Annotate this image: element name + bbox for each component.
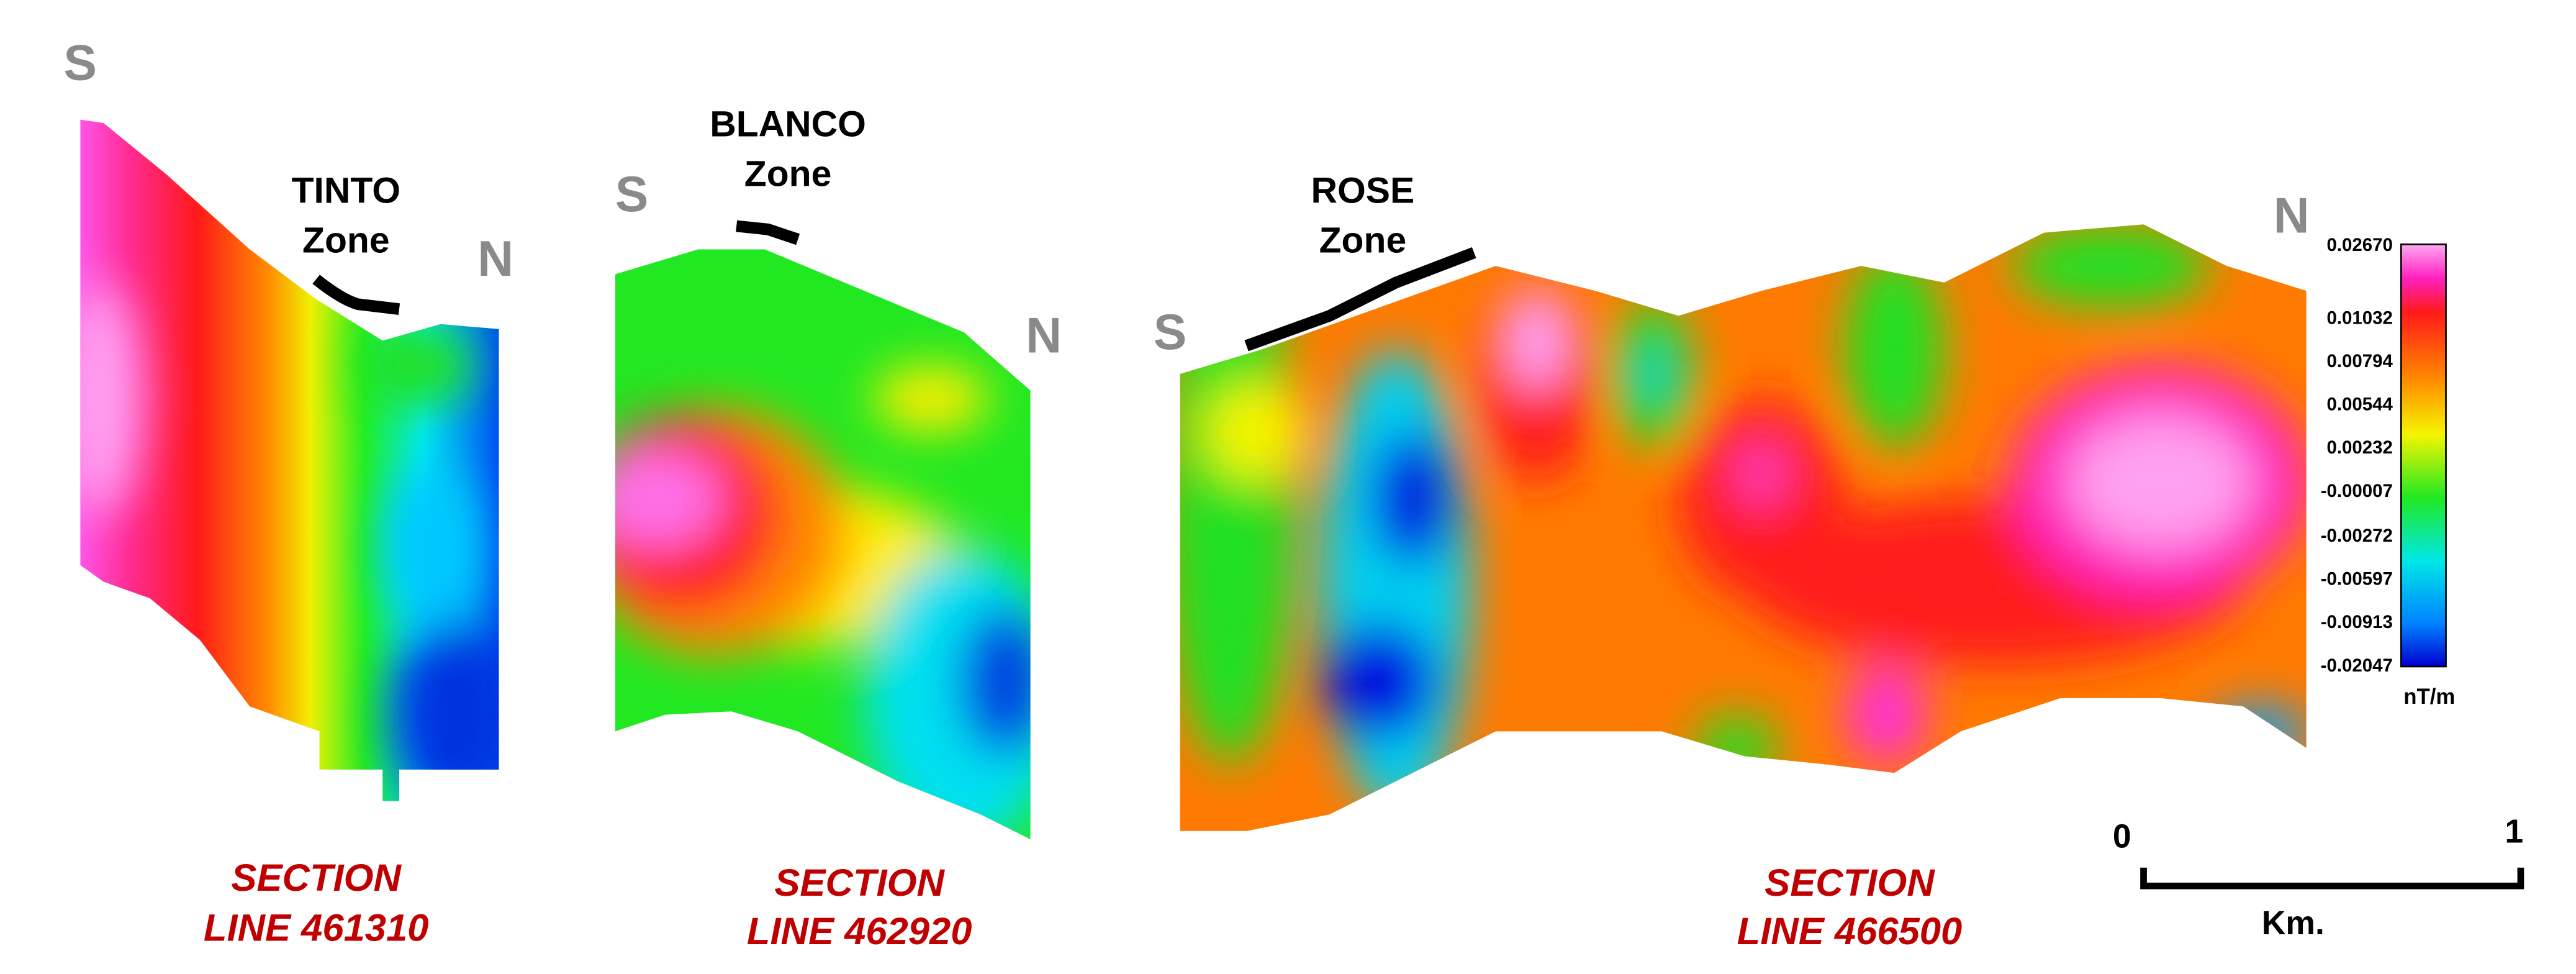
zone-label: TINTO (292, 170, 401, 211)
zone-label: BLANCO (710, 104, 866, 144)
colorbar-labels: 0.02670 0.01032 0.00794 0.00544 0.00232 -0.00… (2321, 235, 2393, 676)
scale-bar (2140, 867, 2524, 890)
south-label: S (1154, 304, 1187, 360)
north-label: N (477, 231, 513, 287)
zone-mark (1244, 247, 1476, 352)
north-label: N (1026, 307, 1062, 363)
colorbar (2400, 244, 2447, 668)
section-label: LINE 462920 (747, 910, 972, 953)
south-label: S (63, 35, 97, 91)
south-label: S (615, 166, 649, 222)
zone-label: Zone (744, 154, 832, 194)
colorbar-label: 0.02670 (2327, 235, 2393, 255)
section-label: LINE 466500 (1737, 910, 1963, 953)
section-label: LINE 461310 (204, 906, 429, 949)
colorbar-label: 0.00232 (2327, 437, 2393, 458)
section-map-3 (1180, 224, 2307, 831)
colorbar-label: -0.02047 (2321, 655, 2393, 676)
zone-mark (736, 220, 800, 245)
section-map-2 (615, 249, 1031, 840)
colorbar-label: -0.00272 (2321, 526, 2393, 546)
scale-start: 0 (2113, 819, 2131, 855)
colorbar-label: 0.01032 (2327, 308, 2393, 329)
north-label: N (2274, 188, 2310, 244)
zone-label: ROSE (1311, 170, 1415, 211)
zone-mark (312, 275, 400, 315)
zone-label: Zone (1319, 221, 1407, 261)
section-label: SECTION (231, 857, 402, 899)
scale-end: 1 (2505, 814, 2523, 850)
colorbar-label: 0.00544 (2327, 394, 2393, 415)
colorbar-label: -0.00597 (2321, 569, 2393, 589)
colorbar-label: -0.00913 (2321, 612, 2393, 632)
colorbar-unit: nT/m (2403, 685, 2455, 709)
section-label: SECTION (1765, 862, 1935, 904)
zone-label: Zone (302, 221, 390, 261)
section-map-1 (80, 119, 499, 801)
section-label: SECTION (774, 862, 945, 904)
colorbar-label: -0.00007 (2321, 481, 2393, 501)
scale-unit: Km. (2262, 905, 2325, 942)
colorbar-label: 0.00794 (2327, 351, 2393, 371)
